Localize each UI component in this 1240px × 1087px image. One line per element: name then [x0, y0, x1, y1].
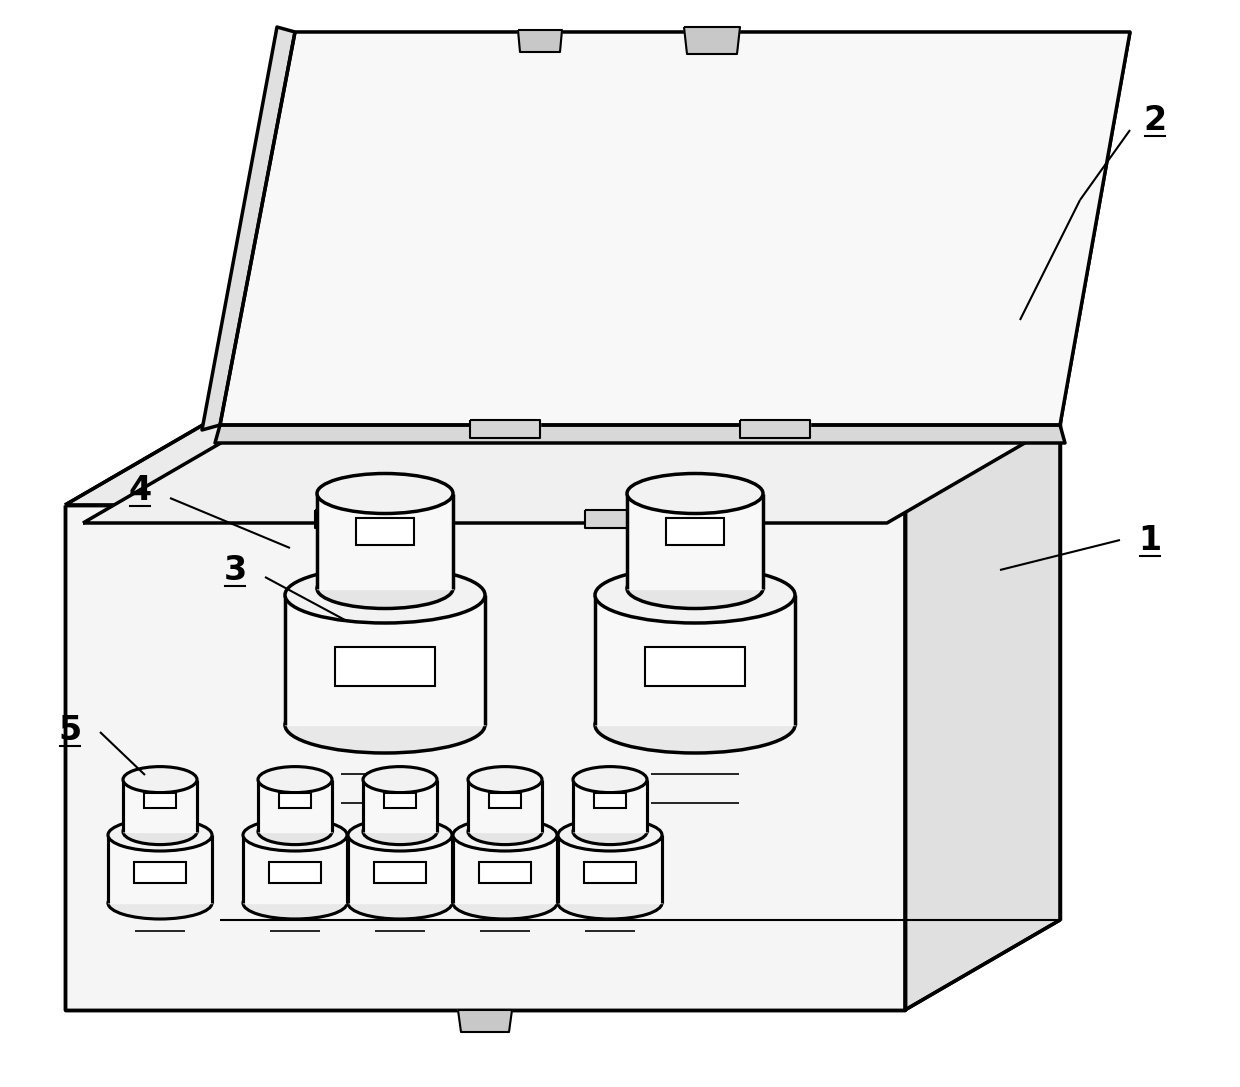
- Text: 2: 2: [1143, 103, 1167, 137]
- Ellipse shape: [285, 567, 485, 623]
- Ellipse shape: [317, 569, 453, 609]
- Bar: [594, 794, 626, 808]
- Ellipse shape: [467, 766, 542, 792]
- Polygon shape: [740, 420, 810, 438]
- Text: 1: 1: [1138, 524, 1162, 557]
- Bar: [645, 647, 745, 686]
- Bar: [490, 794, 521, 808]
- Ellipse shape: [123, 766, 197, 792]
- Ellipse shape: [363, 819, 436, 845]
- Polygon shape: [627, 493, 763, 588]
- Polygon shape: [202, 27, 295, 430]
- Polygon shape: [905, 415, 1060, 1010]
- Polygon shape: [458, 1010, 512, 1032]
- Polygon shape: [453, 835, 557, 903]
- Ellipse shape: [317, 474, 453, 513]
- Ellipse shape: [558, 819, 662, 851]
- Polygon shape: [595, 595, 795, 725]
- Bar: [584, 862, 636, 883]
- Polygon shape: [315, 510, 384, 528]
- Ellipse shape: [258, 819, 332, 845]
- Polygon shape: [123, 779, 197, 832]
- Polygon shape: [215, 425, 1065, 443]
- Ellipse shape: [558, 887, 662, 919]
- Ellipse shape: [627, 569, 763, 609]
- Polygon shape: [518, 30, 562, 52]
- Ellipse shape: [363, 766, 436, 792]
- Bar: [384, 794, 415, 808]
- Ellipse shape: [108, 819, 212, 851]
- Polygon shape: [219, 32, 1130, 425]
- Polygon shape: [64, 505, 905, 1010]
- Bar: [269, 862, 321, 883]
- Polygon shape: [64, 415, 1060, 505]
- Bar: [356, 518, 414, 545]
- Text: 3: 3: [223, 553, 247, 587]
- Polygon shape: [363, 779, 436, 832]
- Text: 5: 5: [58, 713, 82, 747]
- Ellipse shape: [595, 567, 795, 623]
- Bar: [144, 794, 176, 808]
- Ellipse shape: [453, 887, 557, 919]
- Ellipse shape: [348, 887, 453, 919]
- Polygon shape: [258, 779, 332, 832]
- Polygon shape: [573, 779, 647, 832]
- Polygon shape: [348, 835, 453, 903]
- Polygon shape: [243, 835, 347, 903]
- Ellipse shape: [348, 819, 453, 851]
- Polygon shape: [108, 835, 212, 903]
- Ellipse shape: [285, 697, 485, 753]
- Polygon shape: [585, 510, 655, 528]
- Polygon shape: [83, 433, 1042, 523]
- Bar: [479, 862, 531, 883]
- Ellipse shape: [595, 697, 795, 753]
- Bar: [335, 647, 435, 686]
- Ellipse shape: [573, 819, 647, 845]
- Polygon shape: [684, 27, 740, 54]
- Ellipse shape: [123, 819, 197, 845]
- Polygon shape: [467, 779, 542, 832]
- Ellipse shape: [258, 766, 332, 792]
- Text: 4: 4: [129, 474, 151, 507]
- Ellipse shape: [467, 819, 542, 845]
- Bar: [134, 862, 186, 883]
- Ellipse shape: [573, 766, 647, 792]
- Polygon shape: [558, 835, 662, 903]
- Ellipse shape: [453, 819, 557, 851]
- Polygon shape: [285, 595, 485, 725]
- Bar: [279, 794, 311, 808]
- Bar: [666, 518, 724, 545]
- Ellipse shape: [108, 887, 212, 919]
- Ellipse shape: [627, 474, 763, 513]
- Polygon shape: [470, 420, 539, 438]
- Bar: [374, 862, 427, 883]
- Ellipse shape: [243, 819, 347, 851]
- Polygon shape: [317, 493, 453, 588]
- Ellipse shape: [243, 887, 347, 919]
